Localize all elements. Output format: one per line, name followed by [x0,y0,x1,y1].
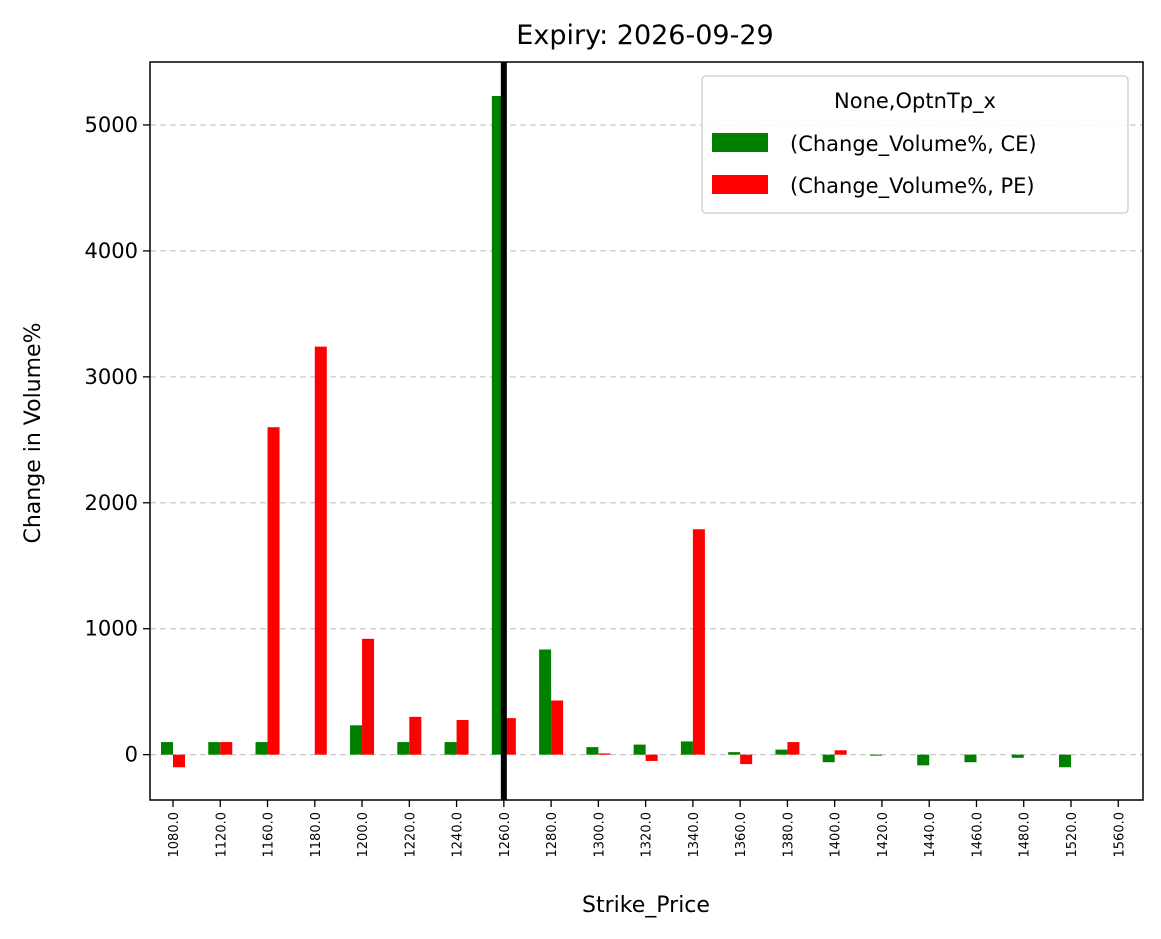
bar-pe-1120.0 [220,742,233,755]
legend-title: None,OptnTp_x [834,89,996,114]
legend-label-ce: (Change_Volume%, CE) [790,132,1037,157]
x-tick-label: 1480.0 [1018,812,1033,858]
bar-pe-1300.0 [598,753,611,755]
x-tick-label: 1120.0 [214,812,229,858]
y-axis-label: Change in Volume% [21,323,46,544]
grid-lines [150,124,1143,756]
x-tick-label: 1560.0 [1112,812,1127,858]
bar-pe-1180.0 [314,346,327,755]
x-tick-label: 1400.0 [829,812,844,858]
x-tick-label: 1200.0 [356,812,371,858]
x-tick-label: 1160.0 [262,812,277,858]
bar-pe-1360.0 [740,754,753,765]
bar-ce-1300.0 [586,747,599,755]
bar-pe-1280.0 [551,700,564,755]
bar-ce-1520.0 [1059,754,1072,768]
x-tick-label: 1460.0 [970,812,985,858]
x-tick-label: 1260.0 [498,812,513,858]
bar-ce-1220.0 [397,742,410,755]
x-tick-label: 1280.0 [545,812,560,858]
y-tick-label: 2000 [85,491,138,515]
legend-label-pe: (Change_Volume%, PE) [790,174,1035,199]
bar-pe-1160.0 [267,427,280,755]
y-axis: 0 1000 2000 3000 4000 5000 [85,113,150,767]
bar-pe-1220.0 [409,716,422,755]
y-tick-label: 3000 [85,365,138,389]
x-tick-label: 1340.0 [687,812,702,858]
legend: None,OptnTp_x (Change_Volume%, CE) (Chan… [701,75,1129,214]
x-tick-label: 1080.0 [167,812,182,858]
bar-ce-1080.0 [161,742,173,755]
bar-ce-1420.0 [869,754,882,756]
bar-ce-1340.0 [680,741,693,755]
bar-pe-1080.0 [173,754,185,768]
bar-ce-1360.0 [728,752,741,755]
y-tick-label: 0 [125,743,138,767]
bar-ce-1440.0 [917,754,930,766]
bar-ce-1200.0 [350,725,363,755]
plot-frame [149,61,1144,801]
x-tick-label: 1440.0 [923,812,938,858]
x-tick-label: 1420.0 [876,812,891,858]
x-tick-label: 1180.0 [309,812,324,858]
x-tick-label: 1520.0 [1065,812,1080,858]
bar-ce-1380.0 [775,749,788,755]
bar-ce-1480.0 [1011,754,1024,758]
bar-pe-1340.0 [692,529,705,755]
x-tick-label: 1220.0 [403,812,418,858]
x-tick-label: 1360.0 [734,812,749,858]
bar-pe-1200.0 [362,638,375,755]
x-tick-label: 1240.0 [451,812,466,858]
x-axis-label: Strike_Price [582,893,710,918]
chart-title: Expiry: 2026-09-29 [516,20,773,51]
x-tick-label: 1300.0 [592,812,607,858]
y-tick-label: 4000 [85,239,138,263]
y-tick-label: 1000 [85,617,138,641]
legend-box [701,75,1129,214]
bar-pe-1400.0 [834,750,847,755]
x-tick-label: 1380.0 [781,812,796,858]
bar-ce-1120.0 [208,742,221,755]
legend-swatch-pe [712,175,768,194]
bar-ce-1460.0 [964,754,977,763]
bar-ce-1320.0 [633,744,646,755]
x-tick-label: 1320.0 [640,812,655,858]
y-tick-label: 5000 [85,113,138,137]
legend-swatch-ce [712,133,768,152]
bar-ce-1160.0 [255,742,268,755]
bar-ce-1240.0 [444,742,457,755]
bar-pe-1320.0 [645,754,658,761]
bar-pe-1380.0 [787,742,800,755]
bar-pe-1240.0 [456,720,469,755]
bar-ce-1400.0 [822,754,835,763]
x-axis: 1080.0 1120.0 1160.0 1180.0 1200.0 1220.0 1240… [167,800,1127,858]
bar-ce-1280.0 [539,649,552,755]
